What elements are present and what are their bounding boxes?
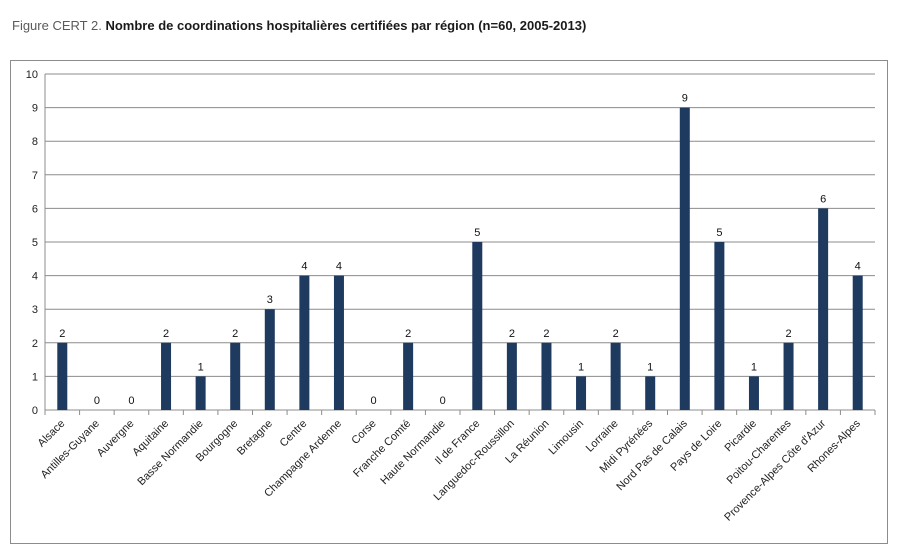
bar <box>748 376 759 410</box>
x-tick-label: Limousin <box>547 418 587 458</box>
data-label: 2 <box>59 328 65 340</box>
data-label: 0 <box>370 395 376 407</box>
y-tick-label: 8 <box>32 136 38 148</box>
bar <box>783 342 794 410</box>
bar <box>506 342 517 410</box>
data-label: 2 <box>543 328 549 340</box>
data-label: 5 <box>716 227 722 239</box>
x-tick-label: Haute Normandie <box>378 418 447 487</box>
y-tick-label: 0 <box>32 405 38 417</box>
figure-title: Figure CERT 2. Nombre de coordinations h… <box>12 18 586 33</box>
data-label: 2 <box>405 328 411 340</box>
y-tick-label: 6 <box>32 203 38 215</box>
bar <box>714 242 725 410</box>
bar <box>576 376 587 410</box>
y-tick-label: 2 <box>32 338 38 350</box>
bar <box>230 342 241 410</box>
bar <box>610 342 621 410</box>
data-label: 2 <box>613 328 619 340</box>
data-label: 0 <box>128 395 134 407</box>
y-tick-label: 4 <box>32 271 38 283</box>
data-label: 0 <box>440 395 446 407</box>
data-label: 2 <box>785 328 791 340</box>
bar <box>645 376 656 410</box>
x-tick-label: Poitou-Charentes <box>725 417 794 486</box>
y-tick-label: 10 <box>26 69 38 81</box>
data-label: 1 <box>578 361 584 373</box>
data-label: 1 <box>198 361 204 373</box>
y-tick-label: 1 <box>32 371 38 383</box>
bar <box>472 242 483 410</box>
bar <box>161 342 172 410</box>
x-tick-label: Basse Normandie <box>135 418 205 488</box>
x-tick-label: Alsace <box>36 418 68 450</box>
data-label: 0 <box>94 395 100 407</box>
y-tick-label: 7 <box>32 170 38 182</box>
bar <box>299 275 310 410</box>
data-label: 2 <box>509 328 515 340</box>
data-label: 4 <box>301 261 307 273</box>
bar <box>403 342 414 410</box>
data-label: 4 <box>336 261 342 273</box>
data-label: 2 <box>232 328 238 340</box>
data-label: 9 <box>682 93 688 105</box>
x-tick-label: Centre <box>278 418 310 450</box>
bar <box>679 107 690 410</box>
bar <box>57 342 68 410</box>
bar <box>818 208 829 410</box>
bar <box>333 275 344 410</box>
bar <box>541 342 552 410</box>
bar <box>264 309 275 410</box>
data-label: 2 <box>163 328 169 340</box>
bar <box>195 376 206 410</box>
data-label: 4 <box>855 261 861 273</box>
y-tick-label: 9 <box>32 103 38 115</box>
data-label: 6 <box>820 193 826 205</box>
x-tick-label: Bretagne <box>235 418 275 458</box>
x-tick-label: Corse <box>349 418 378 447</box>
data-label: 5 <box>474 227 480 239</box>
y-tick-label: 3 <box>32 304 38 316</box>
data-label: 1 <box>647 361 653 373</box>
chart-frame: 0 1 2 3 4 5 6 7 8 9 10 2 Alsace 0 Antilles-Guyane 0 Auve… <box>10 60 888 544</box>
y-tick-label: 5 <box>32 237 38 249</box>
x-tick-label: Auvergne <box>95 418 137 460</box>
bar-chart: 0123456789102Alsace0Antilles-Guyane0Auve… <box>26 69 876 524</box>
figure-title-text: Nombre de coordinations hospitalières ce… <box>105 18 587 33</box>
figure-label: Figure CERT 2. <box>12 18 102 33</box>
data-label: 1 <box>751 361 757 373</box>
data-label: 3 <box>267 294 273 306</box>
bar <box>852 275 863 410</box>
